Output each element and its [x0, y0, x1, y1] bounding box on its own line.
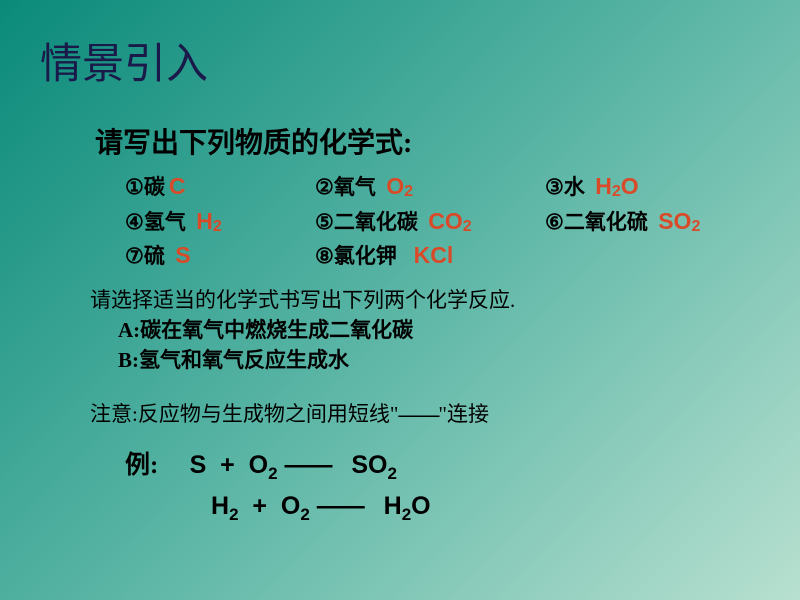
item-formula: KCl — [401, 238, 453, 273]
item-name: 二氧化硫 — [564, 207, 648, 239]
item-name: 碳 — [144, 172, 165, 204]
formula-grid: ①碳 C ②氧气 O2 ③水 H2O ④氢气 H2 ⑤二氧化碳 — [125, 169, 770, 273]
example-label: 例: — [125, 452, 158, 479]
equation: S + O2 —— SO2 — [190, 451, 397, 479]
item-formula: C — [169, 169, 186, 204]
formula-item: ⑦硫 S — [125, 238, 315, 273]
formula-item: ⑤二氧化碳 CO2 — [315, 204, 545, 239]
equation: H2 + O2 —— H2O — [211, 492, 431, 520]
section-reactions: 请选择适当的化学式书写出下列两个化学反应. A:碳在氧气中燃烧生成二氧化碳 B:… — [90, 285, 770, 376]
arrow: —— — [285, 451, 331, 479]
formula-row: ⑦硫 S ⑧氯化钾 KCl — [125, 238, 770, 273]
note-suffix: "连接 — [438, 402, 489, 426]
formula-item: ④氢气 H2 — [125, 204, 315, 239]
item-num: ⑧ — [315, 241, 334, 273]
item-name: 氧气 — [334, 172, 376, 204]
item-num: ① — [125, 172, 144, 204]
item-formula: H2O — [589, 169, 639, 204]
item-formula: S — [169, 238, 191, 273]
examples-block: 例: S + O2 —— SO2 H2 + O2 —— H2O — [125, 446, 770, 529]
formula-item: ⑥二氧化硫 SO2 — [545, 204, 700, 239]
example-2: H2 + O2 —— H2O — [211, 487, 770, 528]
note-line: 注意:反应物与生成物之间用短线"——"连接 — [90, 398, 770, 428]
formula-item: ⑧氯化钾 KCl — [315, 238, 545, 273]
item-formula: SO2 — [652, 204, 701, 239]
item-num: ③ — [545, 172, 564, 204]
item-name: 二氧化碳 — [334, 207, 418, 239]
item-name: 水 — [564, 172, 585, 204]
note-prefix: 注意:反应物与生成物之间用短线" — [90, 402, 398, 426]
item-formula: O2 — [380, 169, 413, 204]
formula-item: ③水 H2O — [545, 169, 639, 204]
item-num: ⑥ — [545, 207, 564, 239]
prompt-formulas: 请写出下列物质的化学式: — [95, 121, 770, 161]
slide-title: 情景引入 — [40, 30, 770, 91]
example-1: 例: S + O2 —— SO2 — [125, 446, 770, 487]
formula-item: ①碳 C — [125, 169, 315, 204]
item-formula: CO2 — [422, 204, 472, 239]
item-num: ④ — [125, 207, 144, 239]
slide: 情景引入 请写出下列物质的化学式: ①碳 C ②氧气 O2 ③水 H2O — [0, 0, 800, 600]
formula-row: ①碳 C ②氧气 O2 ③水 H2O — [125, 169, 770, 204]
item-formula: H2 — [190, 204, 222, 239]
prompt-reactions: 请选择适当的化学式书写出下列两个化学反应. — [90, 285, 770, 315]
item-num: ⑤ — [315, 207, 334, 239]
formula-item: ②氧气 O2 — [315, 169, 545, 204]
note-dash: —— — [398, 402, 438, 426]
arrow: —— — [317, 492, 363, 520]
item-num: ② — [315, 172, 334, 204]
item-name: 氯化钾 — [334, 241, 397, 273]
option-b: B:氢气和氧气反应生成水 — [118, 345, 770, 375]
formula-row: ④氢气 H2 ⑤二氧化碳 CO2 ⑥二氧化硫 SO2 — [125, 204, 770, 239]
item-name: 硫 — [144, 241, 165, 273]
option-a: A:碳在氧气中燃烧生成二氧化碳 — [118, 315, 770, 345]
item-name: 氢气 — [144, 207, 186, 239]
item-num: ⑦ — [125, 241, 144, 273]
section-formulas: 请写出下列物质的化学式: ①碳 C ②氧气 O2 ③水 H2O ④氢气 — [95, 121, 770, 273]
